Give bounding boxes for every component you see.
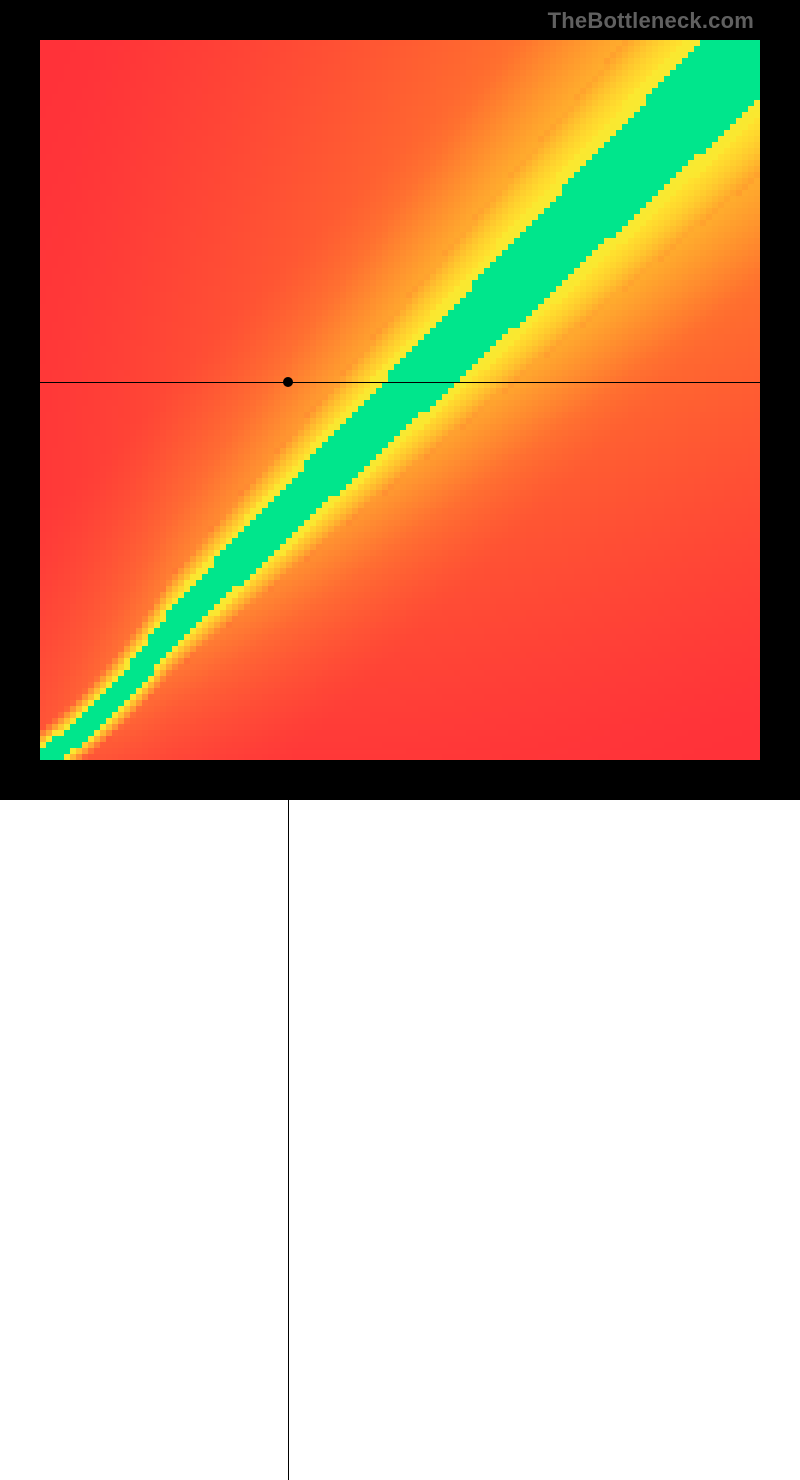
crosshair-horizontal <box>40 382 760 383</box>
heatmap-canvas <box>40 40 760 760</box>
chart-container: TheBottleneck.com <box>0 0 800 800</box>
plot-area <box>40 40 760 760</box>
watermark-text: TheBottleneck.com <box>548 8 754 34</box>
crosshair-vertical <box>288 760 289 1480</box>
